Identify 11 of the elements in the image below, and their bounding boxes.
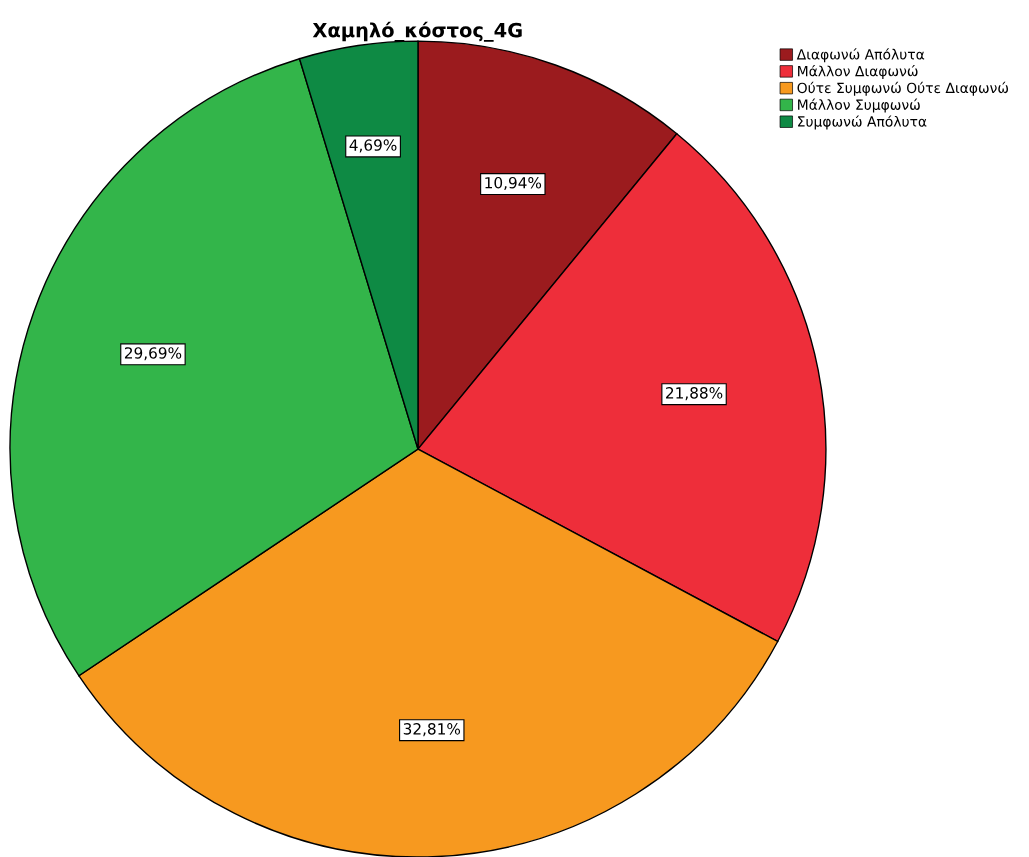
legend-label: Ούτε Συμφωνώ Ούτε Διαφωνώ bbox=[797, 81, 1009, 96]
legend-label: Μάλλον Διαφωνώ bbox=[798, 65, 918, 80]
legend-label: Μάλλον Συμφωνώ bbox=[798, 98, 920, 113]
data-label: 29,69% bbox=[124, 347, 182, 361]
data-label: 10,94% bbox=[485, 176, 542, 191]
data-label: 21,88% bbox=[666, 387, 723, 401]
data-label: 4,69% bbox=[349, 139, 397, 153]
legend-label: Διαφωνώ Απόλυτα bbox=[796, 48, 925, 63]
data-label: 32,81% bbox=[403, 723, 461, 737]
legend-label: Συμφωνώ Απόλυτα bbox=[798, 115, 927, 130]
chart-title: Χαμηλό_κόστος_4G bbox=[312, 21, 522, 42]
